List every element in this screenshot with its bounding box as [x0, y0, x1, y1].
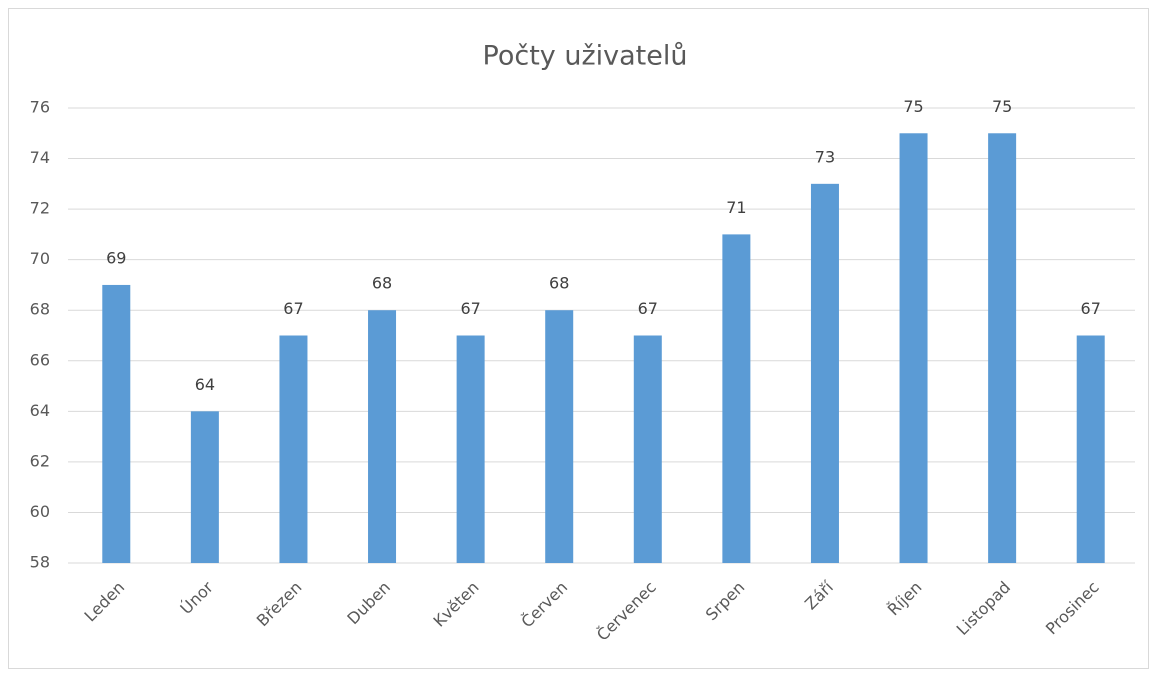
- data-label: 67: [283, 299, 303, 318]
- y-tick-label: 62: [30, 451, 50, 470]
- bar: [899, 133, 928, 563]
- bar: [633, 335, 662, 563]
- data-label: 71: [726, 198, 746, 217]
- bar: [102, 284, 131, 563]
- y-tick-label: 72: [30, 199, 50, 218]
- data-label: 68: [549, 274, 569, 293]
- data-label: 69: [106, 248, 126, 267]
- y-tick-label: 58: [30, 553, 50, 572]
- data-label: 67: [460, 299, 480, 318]
- bar: [456, 335, 485, 563]
- data-label: 68: [372, 274, 392, 293]
- y-tick-label: 74: [30, 148, 50, 167]
- y-tick-label: 68: [30, 300, 50, 319]
- data-label: 73: [815, 147, 835, 166]
- data-label: 75: [903, 97, 923, 116]
- y-tick-label: 70: [30, 249, 50, 268]
- chart-title: Počty uživatelů: [483, 41, 688, 72]
- bar: [545, 310, 574, 563]
- y-tick-label: 76: [30, 98, 50, 117]
- bar: [368, 310, 397, 563]
- bar: [722, 234, 751, 563]
- bar: [810, 183, 839, 564]
- y-tick-label: 66: [30, 350, 50, 369]
- data-label: 67: [1081, 299, 1101, 318]
- data-label: 75: [992, 97, 1012, 116]
- y-tick-label: 64: [30, 401, 50, 420]
- bar: [988, 133, 1017, 563]
- bar: [190, 411, 219, 563]
- data-label: 64: [195, 375, 215, 394]
- bar: [279, 335, 308, 563]
- data-label: 67: [638, 299, 658, 318]
- bar: [1076, 335, 1105, 563]
- y-tick-label: 60: [30, 502, 50, 521]
